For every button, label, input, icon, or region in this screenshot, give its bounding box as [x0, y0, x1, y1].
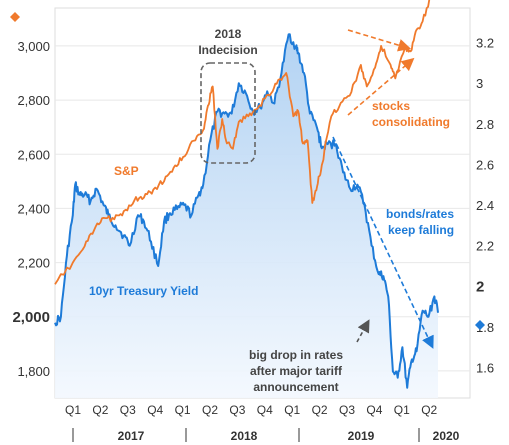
quarter-tick-label: Q3: [229, 403, 245, 417]
indecision-year: 2018: [215, 27, 242, 41]
left-tick-label: 2,200: [17, 256, 50, 271]
right-tick-label: 2.6: [476, 157, 494, 172]
quarter-tick-label: Q4: [147, 403, 163, 417]
keep-falling-label: keep falling: [388, 223, 454, 237]
left-tick-label: 3,000: [17, 39, 50, 54]
tariff-drop-line3: announcement: [253, 380, 338, 394]
year-label: 2020: [433, 429, 460, 443]
quarter-tick-label: Q2: [92, 403, 108, 417]
yield-axis-marker: [475, 320, 485, 330]
tariff-drop-line1: big drop in rates: [249, 348, 343, 362]
indecision-label: Indecision: [198, 43, 257, 57]
stocks-label: stocks: [372, 99, 410, 113]
yield-area: [55, 34, 438, 399]
right-tick-label: 3.2: [476, 36, 494, 51]
right-tick-label: 3: [476, 76, 483, 91]
right-tick-label: 2.2: [476, 239, 494, 254]
left-tick-label: 2,600: [17, 147, 50, 162]
quarter-tick-label: Q4: [366, 403, 382, 417]
sp-series-label: S&P: [114, 164, 139, 178]
year-label: 2018: [231, 429, 258, 443]
x-axis-quarters: Q1 Q2 Q3 Q4 Q1 Q2 Q3 Q4 Q1 Q2 Q3 Q4 Q1 Q2: [65, 403, 438, 417]
quarter-tick-label: Q1: [284, 403, 300, 417]
x-axis-years: 2017 2018 2019 2020: [72, 428, 460, 443]
right-tick-label: 1.6: [476, 361, 494, 376]
quarter-tick-label: Q3: [339, 403, 355, 417]
bonds-rates-label: bonds/rates: [386, 207, 454, 221]
tariff-drop-line2: after major tariff: [250, 364, 343, 378]
sp-axis-marker: [10, 12, 20, 22]
yield-series-label: 10yr Treasury Yield: [89, 284, 198, 298]
indecision-box: [200, 62, 256, 164]
consolidation-upper-line: [347, 29, 412, 52]
year-label: 2017: [118, 429, 145, 443]
tariff-drop-arrow: [356, 319, 370, 343]
quarter-tick-label: Q1: [65, 403, 81, 417]
quarter-tick-label: Q2: [202, 403, 218, 417]
left-tick-label: 2,400: [17, 201, 50, 216]
bonds-falling-arrow: [332, 136, 434, 349]
quarter-tick-label: Q1: [394, 403, 410, 417]
quarter-tick-label: Q1: [175, 403, 191, 417]
left-axis-ticks: 1,800 2,000 2,200 2,400 2,600 2,800 3,000: [12, 39, 50, 379]
left-tick-label: 2,800: [17, 93, 50, 108]
left-tick-label: 2,000: [12, 309, 50, 326]
year-label: 2019: [348, 429, 375, 443]
series-line-sp: [54, 0, 431, 285]
quarter-tick-label: Q4: [257, 403, 273, 417]
quarter-tick-label: Q3: [120, 403, 136, 417]
right-tick-label: 2.8: [476, 117, 494, 132]
consolidation-lower-line: [347, 57, 415, 116]
consolidating-label: consolidating: [372, 115, 450, 129]
left-tick-label: 1,800: [17, 364, 50, 379]
right-tick-label: 2: [476, 278, 484, 295]
quarter-tick-label: Q2: [312, 403, 328, 417]
right-tick-label: 2.4: [476, 198, 494, 213]
quarter-tick-label: Q2: [421, 403, 437, 417]
